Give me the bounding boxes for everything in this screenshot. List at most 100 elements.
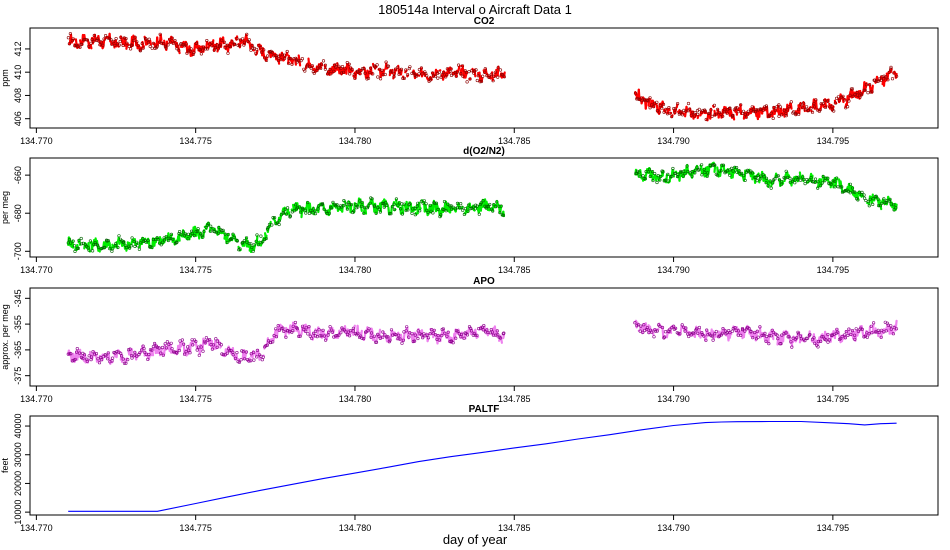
data-point [94, 352, 98, 356]
data-point [168, 40, 173, 44]
data-point [830, 333, 835, 337]
data-point [164, 235, 168, 239]
data-point [70, 359, 74, 363]
data-segment [480, 77, 484, 83]
data-segment [648, 169, 652, 178]
data-point [683, 329, 687, 333]
data-point [304, 326, 308, 330]
data-point [91, 350, 95, 354]
data-point [102, 245, 107, 249]
data-point [667, 105, 671, 110]
data-point [400, 202, 404, 206]
data-point [151, 41, 155, 45]
data-point [830, 104, 834, 108]
data-point [404, 68, 408, 72]
data-point [767, 334, 772, 338]
data-point [162, 238, 167, 242]
data-point [655, 180, 659, 185]
data-point [118, 237, 122, 241]
data-point [96, 357, 100, 361]
data-point [789, 100, 793, 104]
data-point [871, 321, 876, 325]
data-point [867, 82, 872, 87]
data-point [661, 170, 665, 174]
data-point [162, 41, 166, 46]
data-point [686, 101, 691, 106]
data-point [264, 236, 268, 241]
data-point [306, 200, 310, 205]
data-point [449, 204, 453, 208]
data-point [95, 37, 99, 41]
data-point [251, 249, 255, 253]
data-point [829, 182, 833, 186]
data-point [673, 110, 677, 115]
data-point [264, 58, 269, 63]
data-point [388, 70, 393, 74]
data-point [335, 334, 339, 338]
data-point [290, 62, 294, 66]
data-point [300, 57, 305, 61]
data-point [388, 212, 392, 216]
data-point [739, 333, 743, 338]
data-point [237, 360, 241, 364]
data-segment [300, 326, 304, 336]
data-point [410, 332, 414, 336]
data-point [713, 113, 717, 117]
data-point [292, 209, 296, 213]
data-segment [361, 201, 365, 208]
data-segment [308, 202, 312, 212]
data-point [164, 46, 168, 50]
data-point [780, 180, 784, 184]
data-point [235, 239, 239, 243]
data-point [855, 93, 860, 97]
data-segment [871, 323, 875, 334]
data-segment [160, 348, 164, 352]
data-point [144, 37, 148, 41]
data-point [687, 107, 692, 111]
data-point [827, 338, 831, 342]
data-segment [252, 48, 255, 52]
data-point [449, 67, 453, 71]
data-point [451, 205, 455, 209]
data-segment [814, 99, 818, 110]
data-point [772, 105, 776, 110]
data-point [254, 239, 258, 243]
data-point [730, 329, 734, 333]
data-point [155, 236, 159, 240]
data-segment [312, 67, 316, 71]
data-point [219, 343, 223, 347]
data-point [437, 70, 441, 74]
data-segment [661, 327, 665, 338]
data-point [167, 342, 171, 347]
data-point [866, 199, 871, 204]
data-point [492, 203, 496, 207]
data-point [233, 356, 238, 361]
data-point [297, 59, 301, 63]
data-point [883, 201, 887, 205]
data-point [228, 349, 232, 353]
data-point [147, 352, 151, 357]
data-point [671, 166, 675, 171]
panel-title: APO [473, 276, 495, 287]
data-point [348, 334, 352, 338]
data-point [475, 333, 479, 337]
data-point [767, 342, 771, 346]
data-point [261, 240, 265, 244]
data-point [284, 335, 288, 339]
data-point [836, 95, 841, 99]
data-segment [785, 103, 789, 116]
data-point [389, 328, 394, 332]
data-point [889, 65, 893, 69]
data-point [133, 350, 137, 355]
data-point [813, 341, 817, 345]
data-point [77, 238, 81, 242]
data-point [81, 241, 85, 245]
data-segment [320, 62, 323, 67]
data-point [113, 244, 117, 248]
data-point [764, 339, 768, 343]
data-point [349, 203, 354, 207]
data-point [445, 73, 449, 77]
data-point [796, 330, 800, 334]
data-point [845, 105, 850, 109]
data-point [833, 179, 837, 183]
